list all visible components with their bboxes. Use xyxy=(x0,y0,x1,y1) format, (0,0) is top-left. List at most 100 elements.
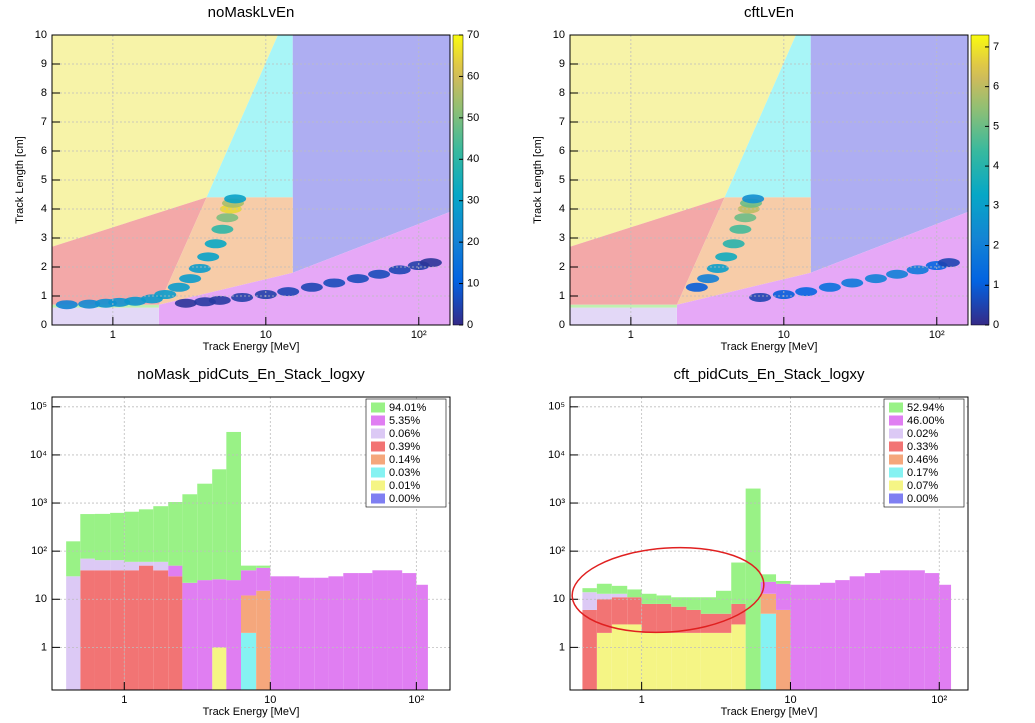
y-tick-label: 1 xyxy=(41,641,47,653)
density-cell xyxy=(841,278,864,288)
y-tick-label: 0 xyxy=(41,319,47,331)
hist-segment xyxy=(402,573,417,690)
hist-segment xyxy=(939,584,952,690)
y-tick-label: 10⁵ xyxy=(548,401,565,413)
color-bar-label: 20 xyxy=(467,236,479,248)
y-tick-label: 9 xyxy=(559,58,565,70)
hist-segment xyxy=(241,632,257,690)
color-bar-label: 40 xyxy=(467,153,479,165)
hist-segment xyxy=(124,561,139,571)
y-tick-label: 4 xyxy=(559,203,565,215)
y-tick-label: 8 xyxy=(559,87,565,99)
legend-label: 0.01% xyxy=(389,480,420,492)
legend-label: 0.02% xyxy=(907,428,938,440)
hist-segment xyxy=(256,590,271,690)
panel: cftLvEn Track Energy [MeV] Track Length [c… xyxy=(532,4,999,353)
hist-segment xyxy=(343,573,359,690)
y-tick-label: 7 xyxy=(41,116,47,128)
hist-segment xyxy=(138,561,154,566)
hist-segment xyxy=(849,576,865,690)
hist-segment xyxy=(596,632,612,690)
y-tick-label: 6 xyxy=(559,145,565,157)
density-cell xyxy=(197,252,220,262)
panels: noMaskLvEn Track Energy [MeV] Track Length… xyxy=(14,4,999,718)
x-tick-label: 10² xyxy=(929,329,945,341)
y-axis-label: Track Length [cm] xyxy=(532,136,544,224)
hist-segment xyxy=(94,570,111,690)
chart-title: cft_pidCuts_En_Stack_logxy xyxy=(674,366,865,383)
x-tick-label: 1 xyxy=(628,329,634,341)
density-cell xyxy=(818,282,841,292)
hist-segment xyxy=(627,624,642,690)
hist-segment xyxy=(182,582,198,690)
legend-label: 0.14% xyxy=(389,454,420,466)
legend-swatch xyxy=(889,441,903,452)
y-tick-label: 6 xyxy=(41,145,47,157)
hist-segment xyxy=(611,593,628,598)
color-bar xyxy=(452,34,464,326)
legend-swatch xyxy=(889,402,903,413)
hist-segment xyxy=(124,511,139,562)
hist-segment xyxy=(80,514,95,559)
hist-segment xyxy=(611,597,628,625)
hist-segment xyxy=(894,570,910,690)
hist-segment xyxy=(582,609,597,690)
legend-swatch xyxy=(889,428,903,439)
color-bar xyxy=(970,34,990,326)
y-axis-label: Track Length [cm] xyxy=(14,136,26,224)
hist-segment xyxy=(596,583,612,594)
legend-swatch xyxy=(889,454,903,465)
density-cell xyxy=(419,258,442,268)
density-cell xyxy=(772,290,795,300)
legend-label: 0.06% xyxy=(389,428,420,440)
hist-segment xyxy=(716,613,732,633)
hist-segment xyxy=(686,609,701,633)
hist-segment xyxy=(110,560,125,571)
color-bar-label: 30 xyxy=(467,195,479,207)
hist-segment xyxy=(745,488,761,690)
cut-region xyxy=(292,35,450,273)
density-cell xyxy=(78,299,101,309)
chart-title: noMaskLvEn xyxy=(208,4,295,21)
x-axis-label: Track Energy [MeV] xyxy=(721,341,818,353)
hist-segment xyxy=(582,592,597,610)
hist-segment xyxy=(686,632,701,690)
y-tick-label: 1 xyxy=(41,290,47,302)
color-bar-label: 0 xyxy=(993,319,999,331)
y-tick-label: 5 xyxy=(559,174,565,186)
density-cell xyxy=(795,287,818,297)
hist-segment xyxy=(110,512,125,561)
density-cell xyxy=(323,278,346,288)
hist-segment xyxy=(656,603,672,633)
hist-segment xyxy=(716,590,732,614)
color-bar-label: 5 xyxy=(993,120,999,132)
cut-region xyxy=(570,304,677,308)
color-bar-label: 3 xyxy=(993,200,999,212)
hist-segment xyxy=(328,576,344,690)
y-tick-label: 0 xyxy=(559,319,565,331)
hist-segment xyxy=(124,570,139,690)
hist-segment xyxy=(256,567,271,591)
y-tick-label: 10⁵ xyxy=(30,401,47,413)
legend-swatch xyxy=(371,454,385,465)
hist-segment xyxy=(790,584,806,690)
chart-title: noMask_pidCuts_En_Stack_logxy xyxy=(137,366,365,383)
y-tick-label: 10 xyxy=(553,29,565,41)
legend-swatch xyxy=(371,480,385,491)
cut-region xyxy=(724,35,811,198)
hist-segment xyxy=(880,570,895,690)
legend-label: 94.01% xyxy=(389,402,427,414)
density-cell xyxy=(906,265,929,275)
color-bar-label: 70 xyxy=(467,29,479,41)
plot-frame xyxy=(51,396,451,691)
y-tick-label: 10³ xyxy=(31,497,47,509)
x-axis-label: Track Energy [MeV] xyxy=(721,706,818,718)
cut-region xyxy=(570,35,796,247)
y-tick-label: 10 xyxy=(35,593,47,605)
density-cell xyxy=(167,282,190,292)
legend-label: 5.35% xyxy=(389,415,420,427)
x-axis-label: Track Energy [MeV] xyxy=(203,341,300,353)
hist-segment xyxy=(416,584,428,690)
color-bar-label: 1 xyxy=(993,279,999,291)
color-bar-label: 7 xyxy=(993,41,999,53)
